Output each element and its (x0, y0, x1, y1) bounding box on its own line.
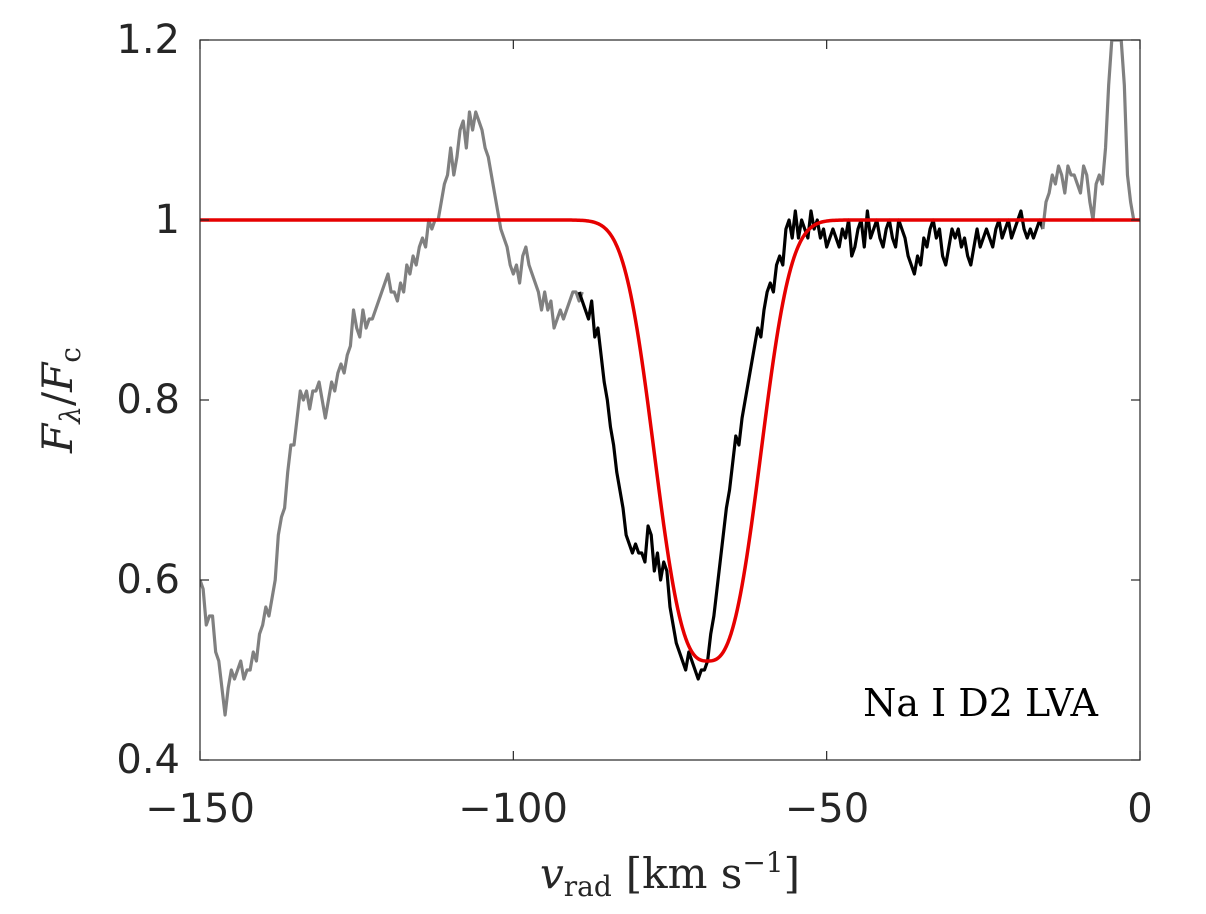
x-label-unit-exponent: −1 (742, 846, 783, 879)
y-tick-label: 0.8 (116, 377, 180, 423)
plot-area (200, 40, 1140, 760)
y-label-continuum: F (33, 361, 82, 393)
excluded-spectrum-line (200, 110, 584, 717)
excluded-spectrum-line (1041, 40, 1136, 230)
fitted-spectrum-line (577, 209, 1045, 681)
y-tick-label: 0.4 (116, 737, 180, 783)
y-label-continuum-subscript: c (54, 347, 87, 363)
x-label-unit: [km s (626, 849, 743, 898)
series-layer (200, 40, 1140, 717)
y-tick-label: 1 (155, 197, 180, 243)
x-tick-label: 0 (1127, 786, 1152, 832)
y-label-flux: F (33, 422, 82, 454)
model-fit-line (200, 218, 1140, 663)
y-tick-label: 0.6 (116, 557, 180, 603)
x-tick-label: −150 (145, 786, 255, 832)
x-label-symbol: v (540, 849, 564, 898)
x-label-subscript: rad (564, 870, 612, 903)
tick-marks (199, 39, 1141, 761)
y-label-flux-subscript: λ (54, 406, 87, 425)
y-tick-label: 1.2 (116, 17, 180, 63)
x-axis-label: vrad [km s−1] (540, 846, 800, 903)
y-axis-label: Fλ/Fc (33, 347, 87, 454)
x-label-unit-close: ] (784, 849, 800, 898)
x-tick-label: −100 (458, 786, 568, 832)
y-label-slash: / (33, 391, 82, 406)
x-tick-label: −50 (785, 786, 869, 832)
line-annotation: Na I D2 LVA (863, 681, 1098, 725)
